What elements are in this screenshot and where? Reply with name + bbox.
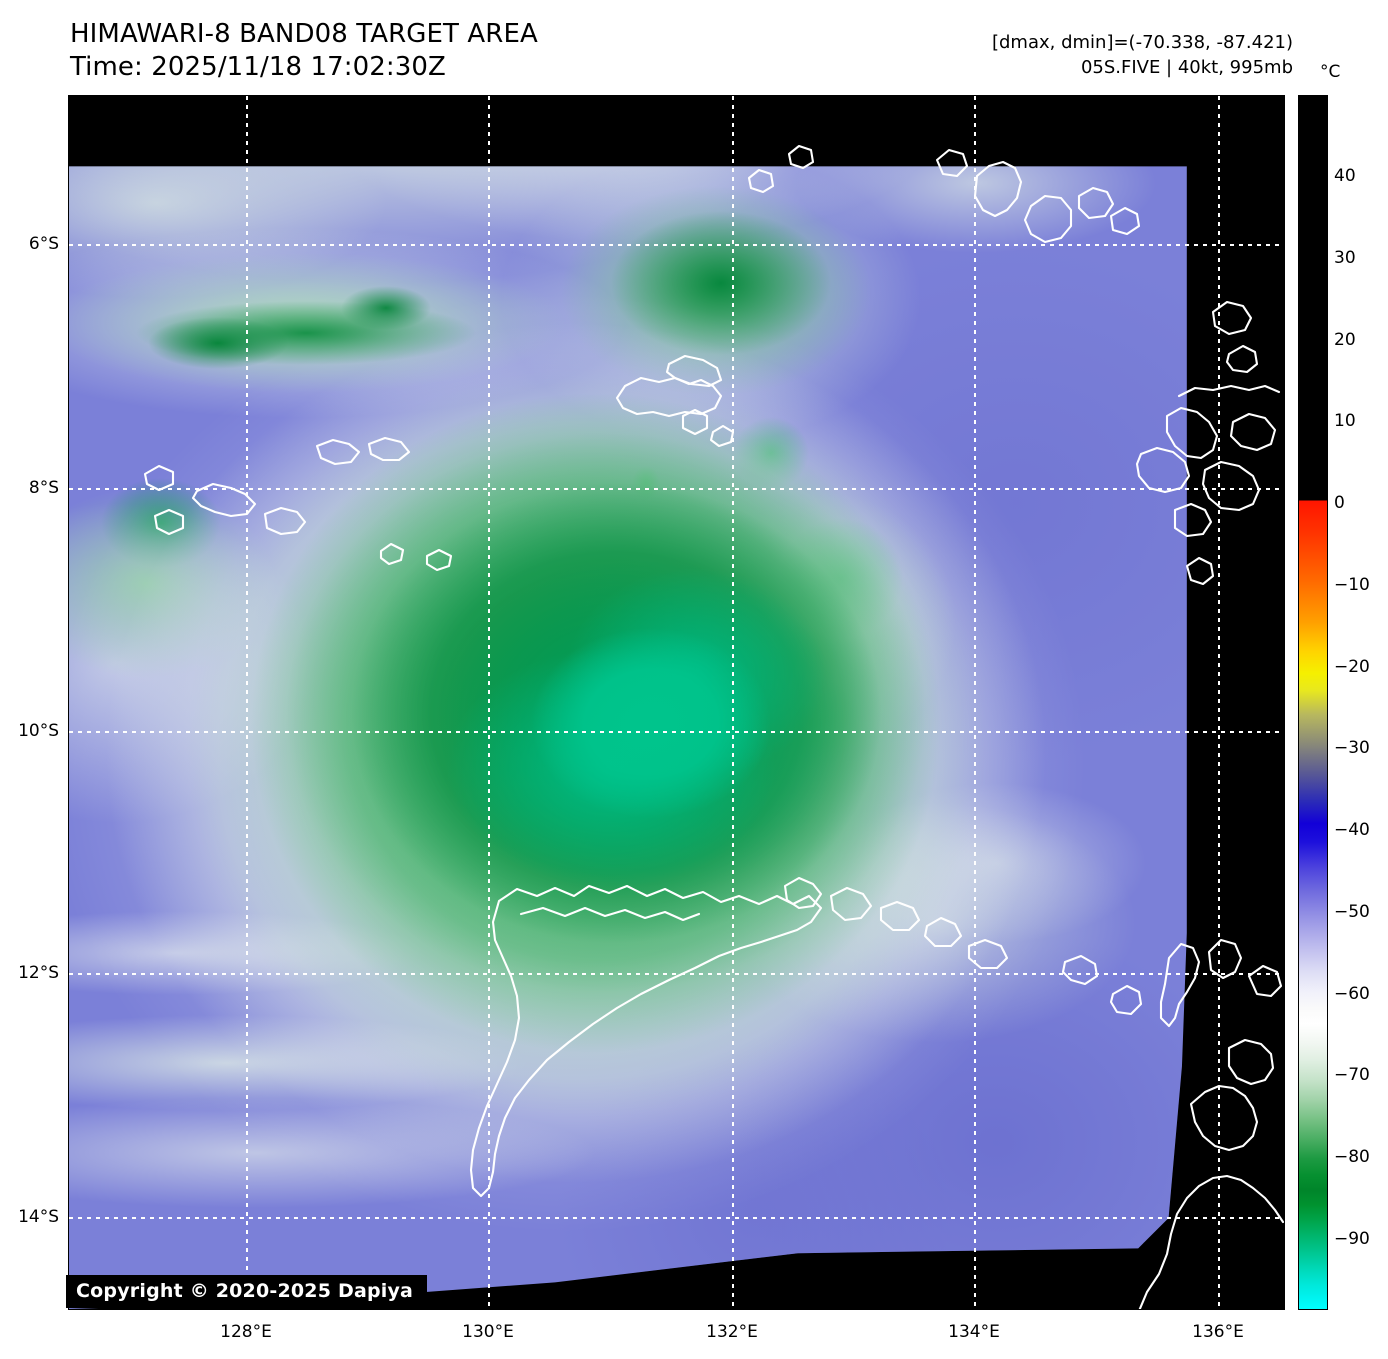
colorbar-tick-m30: −30 [1334, 738, 1370, 758]
colorbar-tick-30: 30 [1334, 248, 1356, 268]
colorbar-tick-20: 20 [1334, 330, 1356, 350]
colorbar-tick-m60: −60 [1334, 984, 1370, 1004]
colorbar-tick-m90: −90 [1334, 1229, 1370, 1249]
satellite-image-plot[interactable] [68, 95, 1285, 1310]
storm-info-label: 05S.FIVE | 40kt, 995mb [1080, 57, 1293, 78]
colorbar-unit-label: °C [1320, 62, 1341, 82]
colorbar-tick-10: 10 [1334, 411, 1356, 431]
cloud-field [69, 166, 1187, 1309]
colorbar-tick-m50: −50 [1334, 902, 1370, 922]
colorbar-tick-m70: −70 [1334, 1065, 1370, 1085]
colorbar-tick-m40: −40 [1334, 820, 1370, 840]
colorbar-tick-m80: −80 [1334, 1147, 1370, 1167]
lat-tick-6s: 6°S [28, 234, 59, 254]
coastline-overlay [143, 144, 1284, 1309]
satellite-data-swath [69, 166, 1187, 1309]
lon-tick-134e: 134°E [948, 1322, 1000, 1342]
lat-tick-14s: 14°S [18, 1207, 59, 1227]
colorbar-tick-m20: −20 [1334, 657, 1370, 677]
colorbar-tick-40: 40 [1334, 166, 1356, 186]
chart-title-block: HIMAWARI-8 BAND08 TARGET AREA Time: 2025… [70, 18, 538, 84]
lon-tick-130e: 130°E [462, 1322, 514, 1342]
colorbar-tick-m10: −10 [1334, 575, 1370, 595]
lon-tick-136e: 136°E [1192, 1322, 1244, 1342]
colorbar-tick-0: 0 [1334, 493, 1345, 513]
timestamp-label: Time: 2025/11/18 17:02:30Z [70, 52, 446, 82]
lat-tick-12s: 12°S [18, 963, 59, 983]
metadata-block: [dmax, dmin]=(-70.338, -87.421) 05S.FIVE… [992, 30, 1293, 80]
lon-tick-128e: 128°E [220, 1322, 272, 1342]
copyright-watermark: Copyright © 2020-2025 Dapiya [66, 1275, 428, 1308]
lat-tick-8s: 8°S [28, 478, 59, 498]
lat-tick-10s: 10°S [18, 721, 59, 741]
temperature-colorbar[interactable] [1298, 95, 1328, 1310]
dminmax-label: [dmax, dmin]=(-70.338, -87.421) [991, 32, 1293, 53]
page-title: HIMAWARI-8 BAND08 TARGET AREA [70, 19, 538, 49]
lon-tick-132e: 132°E [706, 1322, 758, 1342]
